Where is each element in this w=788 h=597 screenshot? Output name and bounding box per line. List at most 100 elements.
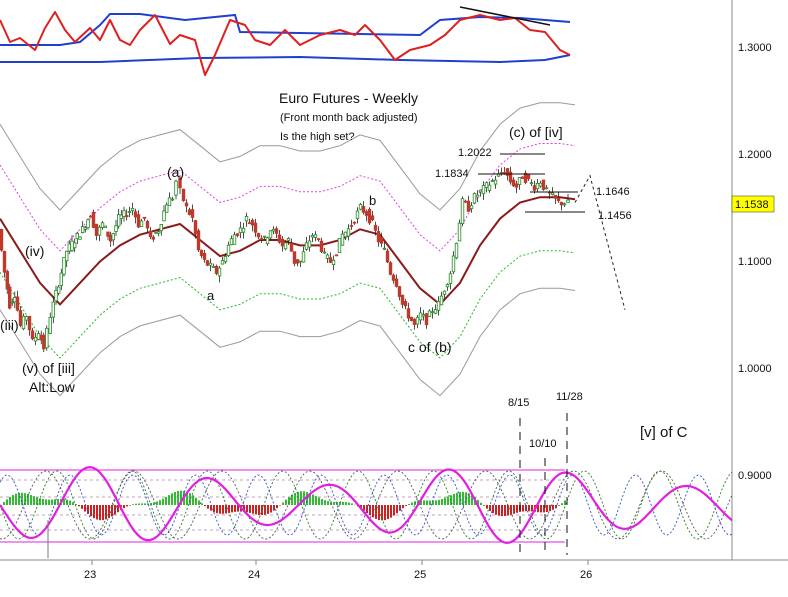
histogram-bar-negative bbox=[117, 505, 119, 513]
candle-up bbox=[36, 333, 41, 341]
candle-down bbox=[256, 233, 261, 238]
histogram-bar-positive bbox=[177, 491, 179, 505]
histogram-bar-negative bbox=[225, 505, 227, 514]
candle-up bbox=[217, 267, 222, 277]
candle-up bbox=[65, 250, 69, 262]
candle-up bbox=[457, 222, 462, 242]
candle-up bbox=[223, 255, 228, 263]
wave-label: (iv) bbox=[25, 243, 44, 259]
candle-up bbox=[382, 247, 387, 250]
candle-down bbox=[409, 316, 414, 321]
candle-down bbox=[193, 220, 198, 235]
histogram-bar-negative bbox=[96, 505, 98, 520]
candle-down bbox=[367, 208, 372, 224]
candle-up bbox=[490, 180, 495, 182]
histogram-bar-positive bbox=[420, 500, 422, 505]
candle-down bbox=[259, 238, 264, 240]
candle-up bbox=[454, 242, 459, 259]
candle-down bbox=[316, 238, 321, 241]
candle-down bbox=[5, 271, 9, 290]
x-tick-label: 24 bbox=[248, 569, 260, 581]
histogram-bar-negative bbox=[213, 505, 215, 513]
histogram-bar-positive bbox=[471, 495, 473, 505]
histogram-bar-negative bbox=[384, 505, 386, 521]
candle-down bbox=[463, 200, 468, 203]
candle-down bbox=[196, 230, 201, 251]
histogram-bar-negative bbox=[510, 505, 512, 515]
candle-down bbox=[205, 260, 210, 266]
candle-down bbox=[373, 224, 378, 231]
x-tick-label: 26 bbox=[580, 569, 592, 581]
histogram-bar-negative bbox=[237, 505, 239, 512]
histogram-bar-negative bbox=[540, 505, 542, 513]
candle-up bbox=[286, 237, 291, 241]
histogram-bar-negative bbox=[525, 505, 527, 512]
candle-up bbox=[436, 300, 441, 311]
osc-trendline bbox=[459, 6, 551, 26]
histogram-bar-positive bbox=[39, 498, 41, 505]
histogram-bar-positive bbox=[351, 503, 353, 505]
histogram-bar-negative bbox=[513, 505, 515, 514]
candle-up bbox=[111, 233, 115, 241]
candle-up bbox=[481, 184, 486, 195]
histogram-bar-positive bbox=[18, 493, 20, 505]
histogram-bar-negative bbox=[279, 505, 281, 506]
wave-label: a bbox=[207, 288, 215, 303]
candle-down bbox=[361, 205, 366, 213]
histogram-bar-positive bbox=[12, 495, 14, 505]
histogram-bar-positive bbox=[354, 504, 356, 506]
histogram-bar-negative bbox=[507, 505, 509, 516]
candle-up bbox=[487, 184, 492, 191]
histogram-bar-negative bbox=[102, 505, 104, 521]
histogram-bar-positive bbox=[336, 501, 338, 505]
histogram-bar-negative bbox=[405, 505, 407, 506]
candle-down bbox=[202, 252, 207, 260]
candle-up bbox=[45, 327, 49, 349]
candle-up bbox=[244, 215, 249, 222]
outer-lower-envelope bbox=[0, 287, 576, 397]
candle-down bbox=[190, 209, 195, 218]
candle-up bbox=[301, 251, 306, 263]
candle-up bbox=[208, 262, 213, 266]
candle-down bbox=[508, 171, 513, 183]
candle-up bbox=[164, 204, 169, 213]
candle-down bbox=[520, 176, 525, 179]
histogram-bar-positive bbox=[288, 497, 290, 505]
candle-up bbox=[460, 198, 465, 224]
candle-up bbox=[445, 284, 450, 288]
histogram-bar-negative bbox=[105, 505, 107, 520]
oscillator-panel bbox=[0, 6, 571, 76]
histogram-bar-positive bbox=[72, 502, 74, 505]
histogram-bar-negative bbox=[276, 505, 278, 509]
histogram-bar-positive bbox=[423, 500, 425, 505]
histogram-bar-negative bbox=[522, 505, 524, 512]
histogram-bar-positive bbox=[426, 500, 428, 505]
candle-down bbox=[7, 286, 12, 309]
histogram-bar-positive bbox=[54, 499, 56, 505]
histogram-bar-positive bbox=[561, 503, 563, 505]
histogram-bar-positive bbox=[156, 501, 158, 505]
histogram-bar-positive bbox=[453, 493, 455, 505]
histogram-bar-positive bbox=[411, 502, 413, 505]
candle-down bbox=[466, 200, 471, 212]
wave-label: c of (b) bbox=[408, 339, 452, 355]
date-marker-label: 10/10 bbox=[529, 438, 557, 450]
candle-down bbox=[247, 222, 252, 225]
candle-down bbox=[532, 185, 537, 191]
histogram-bar-negative bbox=[93, 505, 95, 519]
candle-down bbox=[178, 177, 182, 189]
histogram-bar-positive bbox=[456, 492, 458, 505]
wave-label: Alt:Low bbox=[29, 379, 76, 395]
level-label: 1.2022 bbox=[458, 147, 492, 159]
candle-down bbox=[187, 209, 192, 215]
candle-up bbox=[21, 315, 26, 330]
candle-down bbox=[106, 231, 110, 237]
histogram-bar-negative bbox=[531, 505, 533, 512]
histogram-bar-positive bbox=[174, 492, 176, 505]
candle-up bbox=[451, 255, 456, 273]
histogram-bar-positive bbox=[459, 492, 461, 505]
y-tick-label: 1.3000 bbox=[738, 42, 772, 54]
candle-down bbox=[274, 228, 279, 234]
inner-lower-envelope bbox=[0, 250, 576, 359]
candle-up bbox=[427, 310, 432, 317]
